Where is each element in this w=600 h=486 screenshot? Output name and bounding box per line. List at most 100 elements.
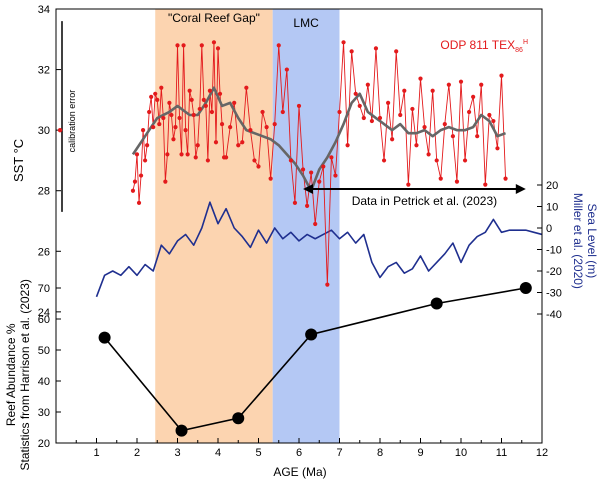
tex-point xyxy=(430,88,435,93)
reef-y-tick-label: 40 xyxy=(38,376,50,388)
tex-point xyxy=(132,179,138,184)
tex-point xyxy=(438,176,443,181)
tex-point xyxy=(207,88,212,93)
tex-point xyxy=(195,143,200,148)
tex-point xyxy=(414,143,419,148)
sea-level-y-tick-label: 20 xyxy=(546,180,558,192)
tex-point xyxy=(390,137,395,142)
tex-point xyxy=(462,158,468,163)
tex-point xyxy=(244,85,249,90)
reef-y-tick-label: 20 xyxy=(38,438,50,450)
tex-point xyxy=(161,115,166,121)
smoothed-line xyxy=(131,86,507,193)
petrick-arrow xyxy=(303,184,526,194)
tex-point xyxy=(487,112,492,118)
tex-point xyxy=(321,164,326,169)
tex-point xyxy=(159,85,164,90)
tex-point xyxy=(276,43,281,48)
tex-point xyxy=(203,103,208,109)
tex-point xyxy=(240,140,245,145)
tex-point xyxy=(333,173,338,178)
tex-point xyxy=(201,97,206,102)
tex-point xyxy=(165,152,170,157)
x-tick-label: 9 xyxy=(417,447,423,459)
tex-point xyxy=(305,203,310,208)
x-tick-label: 1 xyxy=(93,447,99,459)
tex-point xyxy=(434,158,439,163)
tex-point xyxy=(353,91,358,96)
coral-reef-gap-band xyxy=(155,9,273,443)
x-tick-label: 12 xyxy=(536,447,548,459)
tex-legend-prefix: ODP 811 TEX xyxy=(440,38,515,52)
tex-point xyxy=(252,158,257,163)
tex-point xyxy=(373,46,379,51)
tex-point xyxy=(361,115,366,121)
coral-reef-gap-label: "Coral Reef Gap" xyxy=(168,11,260,25)
tex-point xyxy=(153,91,158,96)
sst-y-tick-label: 26 xyxy=(38,246,50,258)
tex-point xyxy=(369,118,374,124)
tex-legend-subscript: 86 xyxy=(515,47,523,54)
tex-point xyxy=(175,43,180,48)
tex-point xyxy=(402,88,407,93)
tex-point xyxy=(248,128,253,133)
reef-line xyxy=(103,287,526,432)
tex-point xyxy=(213,140,219,145)
tex-point xyxy=(215,46,221,51)
sst-y-tick-label: 28 xyxy=(38,186,50,198)
sea-level-y-tick-label: -40 xyxy=(546,309,562,321)
sea-level-y-axis-label-source: Miller et al. (2020) xyxy=(571,193,585,289)
reef-point xyxy=(98,331,111,344)
tex-point xyxy=(475,134,480,139)
tex-point xyxy=(130,188,136,193)
tex-line xyxy=(132,41,506,286)
tex-point xyxy=(491,118,496,124)
x-tick-label: 5 xyxy=(255,447,261,459)
tex-point xyxy=(394,49,399,54)
tex-point xyxy=(300,167,306,172)
tex-point xyxy=(149,94,154,99)
tex-point xyxy=(140,128,146,133)
tex-point xyxy=(228,125,233,130)
calibration-error-label: calibration error xyxy=(67,90,77,153)
tex-point xyxy=(341,40,346,45)
tex-point xyxy=(169,112,174,118)
reef-point xyxy=(305,328,318,341)
reef-y-tick-label: 60 xyxy=(38,314,50,326)
tex-point xyxy=(179,152,184,157)
tex-point xyxy=(503,176,508,181)
tex-point xyxy=(232,100,237,105)
x-tick-label: 8 xyxy=(377,447,383,459)
sea-level-y-axis-label: Sea Level (m) xyxy=(585,204,599,279)
tex-point xyxy=(450,134,455,139)
tex-point xyxy=(197,106,202,112)
tex-point xyxy=(173,125,178,130)
petrick-label: Data in Petrick et al. (2023) xyxy=(352,194,497,208)
tex-point xyxy=(224,155,229,160)
tex-point xyxy=(495,146,500,151)
tex-point xyxy=(313,221,318,227)
tex-point xyxy=(446,82,451,87)
tex-point xyxy=(317,179,322,184)
tex-point xyxy=(337,109,342,115)
tex-point xyxy=(280,109,285,115)
tex-point xyxy=(143,158,148,163)
tex-point xyxy=(284,67,289,72)
reef-point xyxy=(430,297,443,310)
x-tick-label: 11 xyxy=(496,447,507,459)
tex-point xyxy=(145,143,150,148)
x-tick-label: 7 xyxy=(336,447,342,459)
tex-point xyxy=(171,137,176,142)
sst-y-axis-label: SST °C xyxy=(11,139,26,182)
lmc-band xyxy=(272,9,340,443)
tex-point xyxy=(329,155,334,160)
tex-point xyxy=(377,115,383,121)
tex-point xyxy=(211,40,217,45)
tex-point xyxy=(406,182,411,187)
sea-level-y-tick-label: -20 xyxy=(546,266,562,278)
sst-y-tick-label: 34 xyxy=(38,4,50,16)
tex-point xyxy=(422,125,427,130)
tex-point xyxy=(357,103,362,109)
tex-point xyxy=(219,121,225,127)
